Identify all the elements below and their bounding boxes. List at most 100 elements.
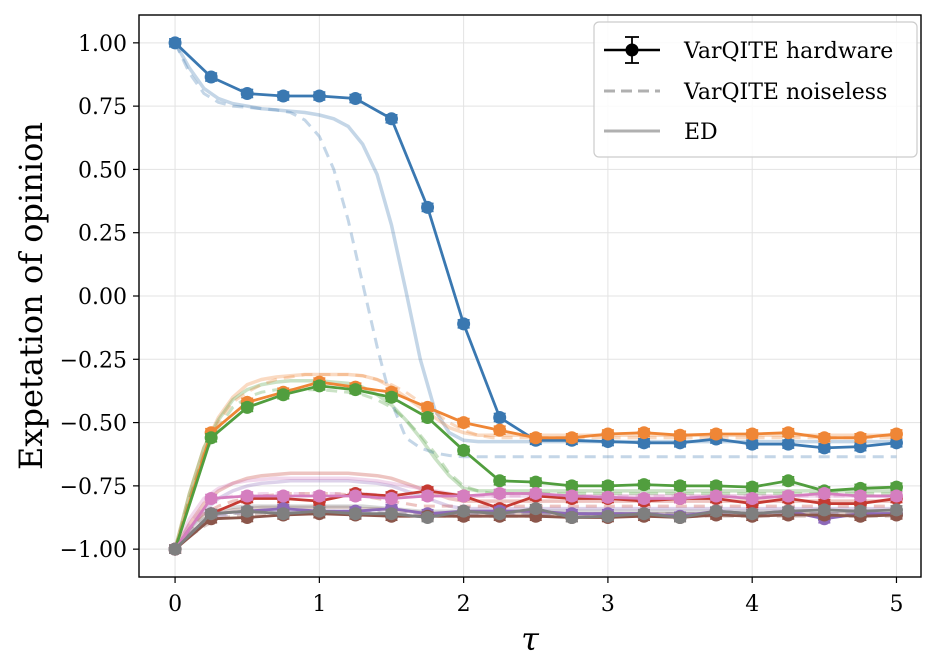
data-point [384, 507, 398, 521]
data-point [348, 92, 362, 106]
data-point [348, 507, 362, 521]
data-point [240, 86, 254, 100]
data-point [709, 489, 723, 503]
data-point [601, 427, 615, 441]
data-point [889, 489, 903, 503]
x-tick-label: 1 [312, 592, 326, 617]
data-point [457, 416, 471, 430]
y-axis: 1.00 0.75 0.50 0.25 0.00 −0.25 −0.50 −0.75 −1.00 [60, 32, 139, 563]
data-point [709, 427, 723, 441]
data-point [637, 426, 651, 440]
data-point [240, 400, 254, 414]
data-point [529, 486, 543, 500]
data-point [781, 474, 795, 488]
data-point [817, 431, 831, 445]
x-axis: 0 1 2 3 4 5 [168, 577, 903, 617]
data-point [637, 478, 651, 492]
noiseless-line-series-3 [173, 388, 897, 550]
data-point [745, 492, 759, 506]
data-point [565, 511, 579, 525]
data-point [673, 492, 687, 506]
data-point [457, 489, 471, 503]
hardware-series-3 [168, 379, 903, 556]
ed-line-series-4 [173, 471, 897, 551]
data-point [781, 504, 795, 518]
data-point [889, 427, 903, 441]
data-point [168, 542, 182, 556]
data-point [493, 474, 507, 488]
legend: VarQITE hardware VarQITE noiseless ED [593, 21, 918, 158]
y-tick-label: 1.00 [78, 32, 127, 57]
data-point [529, 502, 543, 516]
data-point [240, 489, 254, 503]
x-tick-label: 2 [457, 592, 471, 617]
legend-label-ed: ED [684, 120, 718, 145]
data-point [889, 503, 903, 517]
data-point [312, 489, 326, 503]
hardware-series-7 [168, 486, 903, 556]
data-point [781, 426, 795, 440]
data-point [817, 503, 831, 517]
hardware-series-8 [168, 502, 903, 556]
y-tick-label: −1.00 [60, 538, 127, 563]
legend-hardware-marker [625, 43, 639, 57]
data-point [421, 400, 435, 414]
legend-label-hardware: VarQITE hardware [683, 39, 893, 64]
hardware-lines [168, 36, 903, 556]
hardware-series-2 [168, 375, 903, 556]
y-tick-label: −0.25 [60, 348, 127, 373]
data-point [204, 70, 218, 84]
data-point [565, 479, 579, 493]
plot-area [168, 36, 903, 556]
data-point [204, 492, 218, 506]
data-point [853, 504, 867, 518]
y-tick-label: 0.50 [78, 158, 127, 183]
data-point [493, 486, 507, 500]
y-tick-label: 0.25 [78, 222, 127, 247]
data-point [312, 379, 326, 393]
data-point [781, 489, 795, 503]
data-point [637, 507, 651, 521]
ed-line-series-5 [173, 479, 897, 551]
x-tick-label: 3 [601, 592, 615, 617]
data-point [817, 441, 831, 455]
data-point [276, 507, 290, 521]
data-point [853, 431, 867, 445]
data-point [709, 479, 723, 493]
legend-entry-hardware: VarQITE hardware [604, 36, 893, 64]
ed-line-series-2 [173, 372, 897, 550]
data-point [421, 511, 435, 525]
data-point [421, 489, 435, 503]
data-point [637, 492, 651, 506]
data-point [601, 490, 615, 504]
data-point [384, 112, 398, 126]
data-point [529, 475, 543, 489]
data-point [421, 411, 435, 425]
data-point [421, 200, 435, 214]
y-tick-label: 0.00 [78, 285, 127, 310]
y-tick-label: 0.75 [78, 95, 127, 120]
data-point [745, 437, 759, 451]
legend-entry-ed: ED [604, 120, 718, 145]
y-tick-label: −0.75 [60, 475, 127, 500]
x-axis-title: τ [521, 620, 540, 658]
data-point [709, 504, 723, 518]
data-point [312, 89, 326, 103]
data-point [745, 507, 759, 521]
data-point [853, 489, 867, 503]
data-point [781, 437, 795, 451]
x-tick-label: 0 [168, 592, 182, 617]
data-point [276, 489, 290, 503]
data-point [493, 423, 507, 437]
data-point [601, 479, 615, 493]
data-point [565, 489, 579, 503]
data-point [637, 436, 651, 450]
data-point [565, 431, 579, 445]
legend-label-noiseless: VarQITE noiseless [683, 80, 887, 105]
data-point [493, 411, 507, 425]
y-axis-title: Expetation of opinion [12, 122, 50, 470]
data-point [601, 509, 615, 523]
data-point [529, 431, 543, 445]
data-point [745, 480, 759, 494]
